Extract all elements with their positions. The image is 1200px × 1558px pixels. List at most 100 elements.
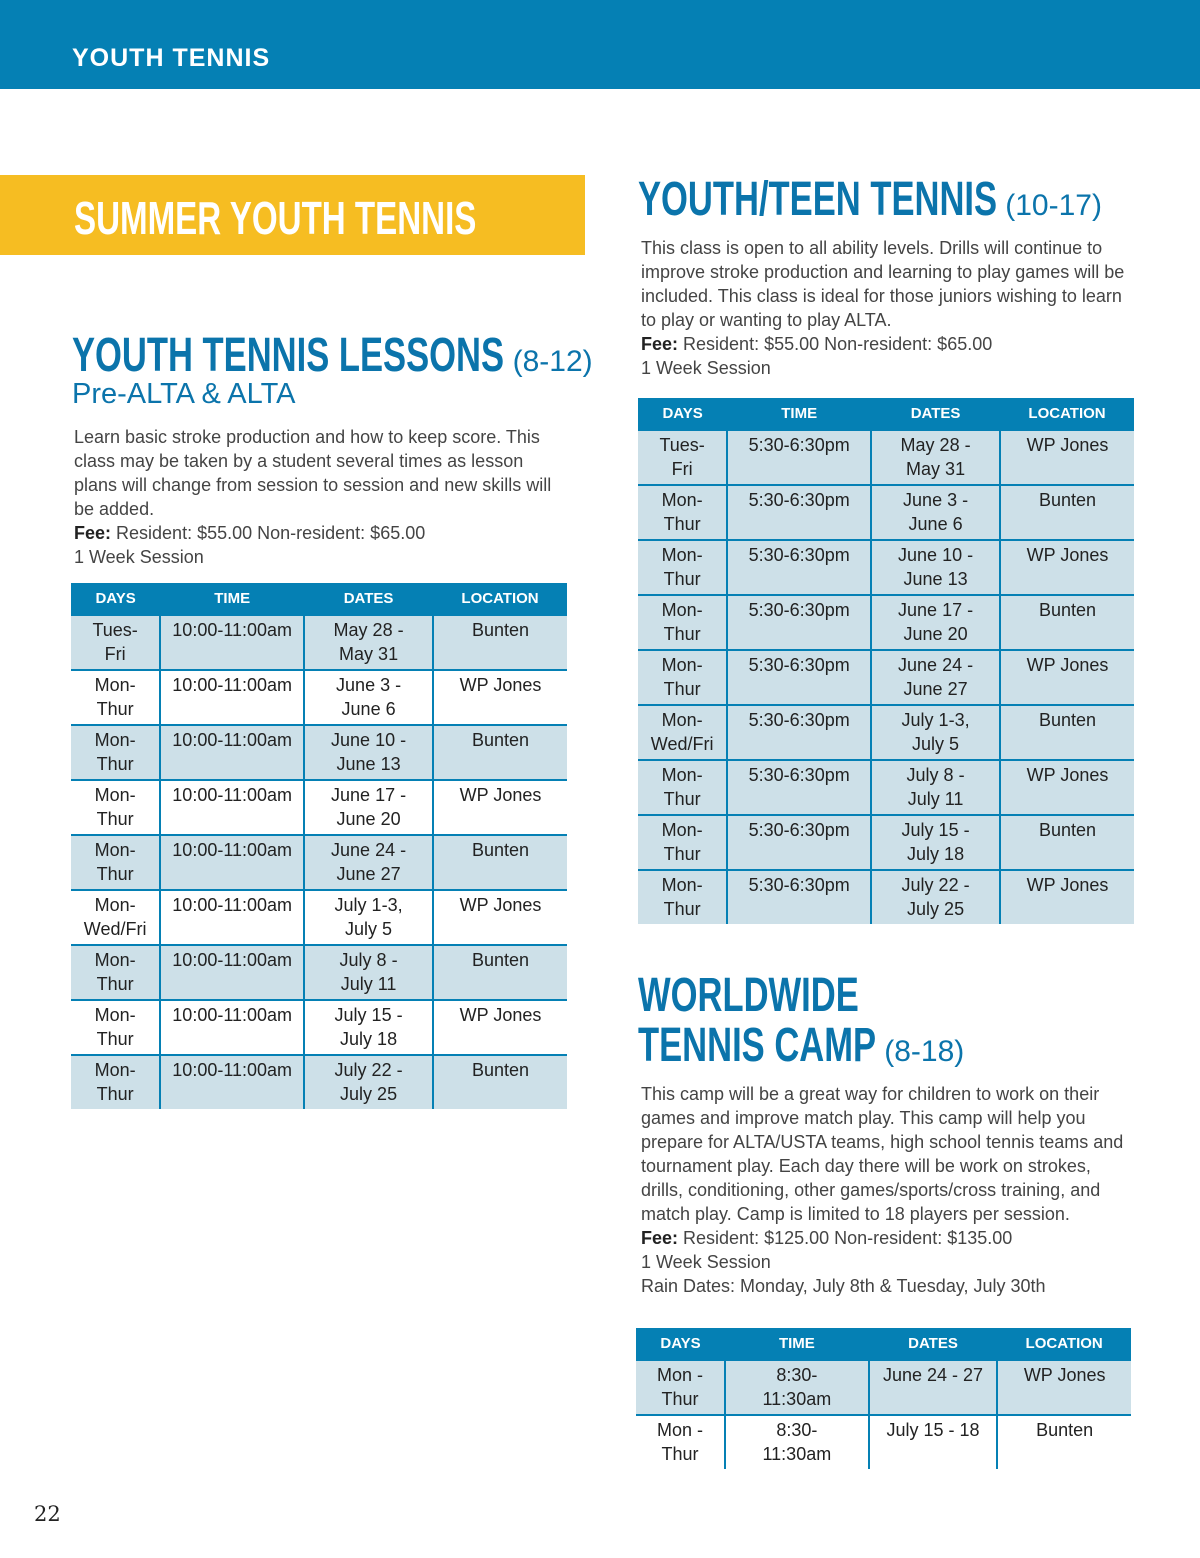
camp-description: This camp will be a great way for childr…	[636, 1082, 1131, 1298]
table-cell: Mon- Thur	[638, 869, 728, 924]
camp-fee: Fee: Resident: $125.00 Non-resident: $13…	[641, 1228, 1013, 1248]
lessons-description: Learn basic stroke production and how to…	[72, 425, 564, 569]
teen-title: YOUTH/TEEN TENNIS	[638, 173, 998, 226]
table-row: Mon- Thur 5:30-6:30pm June 3 - June 6 Bunte…	[638, 484, 1134, 540]
table-cell: Mon- Wed/Fri	[638, 704, 728, 760]
lessons-age: (8-12)	[512, 345, 593, 378]
section-banner: SUMMER YOUTH TENNIS	[0, 175, 585, 255]
column-header: LOCATION	[433, 583, 567, 616]
header-title: YOUTH TENNIS	[72, 44, 271, 72]
table-cell: June 10 - June 13	[303, 724, 434, 780]
camp-title-line2: TENNIS CAMP	[638, 1019, 877, 1072]
table-cell: 5:30-6:30pm	[726, 594, 872, 650]
table-cell: May 28 - May 31	[870, 429, 1001, 485]
teen-schedule-table: DAYS TIME DATES LOCATION Tues- Fri 5:30-6:30p…	[638, 398, 1134, 924]
table-cell: July 1-3, July 5	[870, 704, 1001, 760]
table-cell: 5:30-6:30pm	[726, 704, 872, 760]
table-cell: Mon- Thur	[638, 484, 728, 540]
table-cell: Bunten	[432, 944, 567, 1000]
table-cell: 5:30-6:30pm	[726, 869, 872, 924]
table-cell: 5:30-6:30pm	[726, 759, 872, 815]
table-cell: Mon- Thur	[71, 834, 161, 890]
table-cell: Bunten	[999, 704, 1134, 760]
table-cell: June 24 - 27	[867, 1359, 998, 1415]
table-cell: July 15 - 18	[867, 1414, 998, 1469]
table-cell: June 24 - June 27	[870, 649, 1001, 705]
table-cell: 10:00-11:00am	[159, 1054, 305, 1109]
teen-age: (10-17)	[1005, 189, 1102, 222]
page-number: 22	[34, 1502, 61, 1526]
table-row: Mon- Thur 5:30-6:30pm June 17 - June 20 Bun…	[638, 594, 1134, 650]
table-cell: July 15 - July 18	[870, 814, 1001, 870]
table-cell: WP Jones	[432, 889, 567, 945]
table-row: Mon- Thur 10:00-11:00am July 8 - July 11 Bu…	[71, 944, 567, 1000]
lessons-title: YOUTH TENNIS LESSONS	[72, 329, 505, 382]
table-cell: June 24 - June 27	[303, 834, 434, 890]
table-row: Mon- Thur 5:30-6:30pm July 8 - July 11 WP J…	[638, 759, 1134, 815]
table-cell: 10:00-11:00am	[159, 944, 305, 1000]
camp-title-line1: WORLDWIDE	[638, 969, 859, 1022]
column-header: DATES	[871, 398, 1001, 431]
table-cell: Mon- Thur	[638, 759, 728, 815]
table-cell: 5:30-6:30pm	[726, 539, 872, 595]
table-row: Mon- Thur 10:00-11:00am June 3 - June 6 WP …	[71, 669, 567, 725]
table-cell: WP Jones	[999, 429, 1134, 485]
teen-section: This class is open to all ability levels…	[638, 236, 1138, 924]
table-cell: Bunten	[999, 484, 1134, 540]
camp-heading-line1: WORLDWIDE	[638, 968, 862, 1023]
table-row: Tues- Fri 5:30-6:30pm May 28 - May 31 WP Jo…	[638, 429, 1134, 485]
table-cell: WP Jones	[999, 869, 1134, 924]
table-cell: 10:00-11:00am	[159, 724, 305, 780]
column-header: DAYS	[638, 398, 728, 431]
table-cell: WP Jones	[432, 669, 567, 725]
table-cell: 5:30-6:30pm	[726, 429, 872, 485]
table-cell: Mon- Thur	[71, 1054, 161, 1109]
table-cell: July 15 - July 18	[303, 999, 434, 1055]
table-cell: Bunten	[432, 724, 567, 780]
header-bar: YOUTH TENNIS	[0, 0, 1200, 89]
table-cell: Mon- Thur	[71, 999, 161, 1055]
table-cell: 10:00-11:00am	[159, 999, 305, 1055]
table-cell: Mon- Thur	[638, 814, 728, 870]
table-cell: 5:30-6:30pm	[726, 814, 872, 870]
table-cell: Bunten	[996, 1414, 1131, 1469]
column-header: TIME	[727, 398, 872, 431]
table-cell: May 28 - May 31	[303, 614, 434, 670]
lessons-description-text: Learn basic stroke production and how to…	[74, 427, 552, 519]
table-cell: June 3 - June 6	[303, 669, 434, 725]
column-header: LOCATION	[1000, 398, 1134, 431]
table-cell: 8:30- 11:30am	[724, 1359, 869, 1415]
column-header: DAYS	[636, 1328, 726, 1361]
column-header: DAYS	[71, 583, 161, 616]
table-cell: WP Jones	[999, 759, 1134, 815]
camp-section: This camp will be a great way for childr…	[636, 1082, 1136, 1469]
table-row: Mon- Thur 5:30-6:30pm July 15 - July 18 Bun…	[638, 814, 1134, 870]
table-cell: WP Jones	[432, 999, 567, 1055]
teen-session: 1 Week Session	[641, 358, 771, 378]
table-cell: Bunten	[432, 614, 567, 670]
table-cell: 10:00-11:00am	[159, 779, 305, 835]
camp-session: 1 Week Session	[641, 1252, 771, 1272]
lessons-schedule-table: DAYS TIME DATES LOCATION Tues- Fri 10:00-11:0…	[71, 583, 567, 1109]
table-row: Tues- Fri 10:00-11:00am May 28 - May 31 Bun…	[71, 614, 567, 670]
table-cell: Mon - Thur	[636, 1414, 726, 1469]
table-cell: Bunten	[432, 834, 567, 890]
column-header: LOCATION	[997, 1328, 1131, 1361]
table-cell: Mon - Thur	[636, 1359, 726, 1415]
camp-schedule-table: DAYS TIME DATES LOCATION Mon - Thur 8:30- 11:…	[636, 1328, 1131, 1469]
teen-description-text: This class is open to all ability levels…	[641, 238, 1125, 330]
camp-rain-dates: Rain Dates: Monday, July 8th & Tuesday, …	[641, 1276, 1046, 1296]
table-cell: Mon- Thur	[71, 779, 161, 835]
table-cell: June 10 - June 13	[870, 539, 1001, 595]
table-row: Mon- Thur 10:00-11:00am June 17 - June 20 W…	[71, 779, 567, 835]
lessons-session: 1 Week Session	[74, 547, 204, 567]
column-header: DATES	[868, 1328, 998, 1361]
table-cell: 10:00-11:00am	[159, 669, 305, 725]
table-row: Mon- Thur 5:30-6:30pm June 24 - June 27 WP …	[638, 649, 1134, 705]
column-header: DATES	[304, 583, 434, 616]
table-row: Mon- Wed/Fri 10:00-11:00am July 1-3, July …	[71, 889, 567, 945]
table-cell: Bunten	[999, 814, 1134, 870]
lessons-heading: YOUTH TENNIS LESSONS (8-12)	[72, 328, 593, 383]
table-cell: July 1-3, July 5	[303, 889, 434, 945]
table-cell: Mon- Thur	[71, 669, 161, 725]
